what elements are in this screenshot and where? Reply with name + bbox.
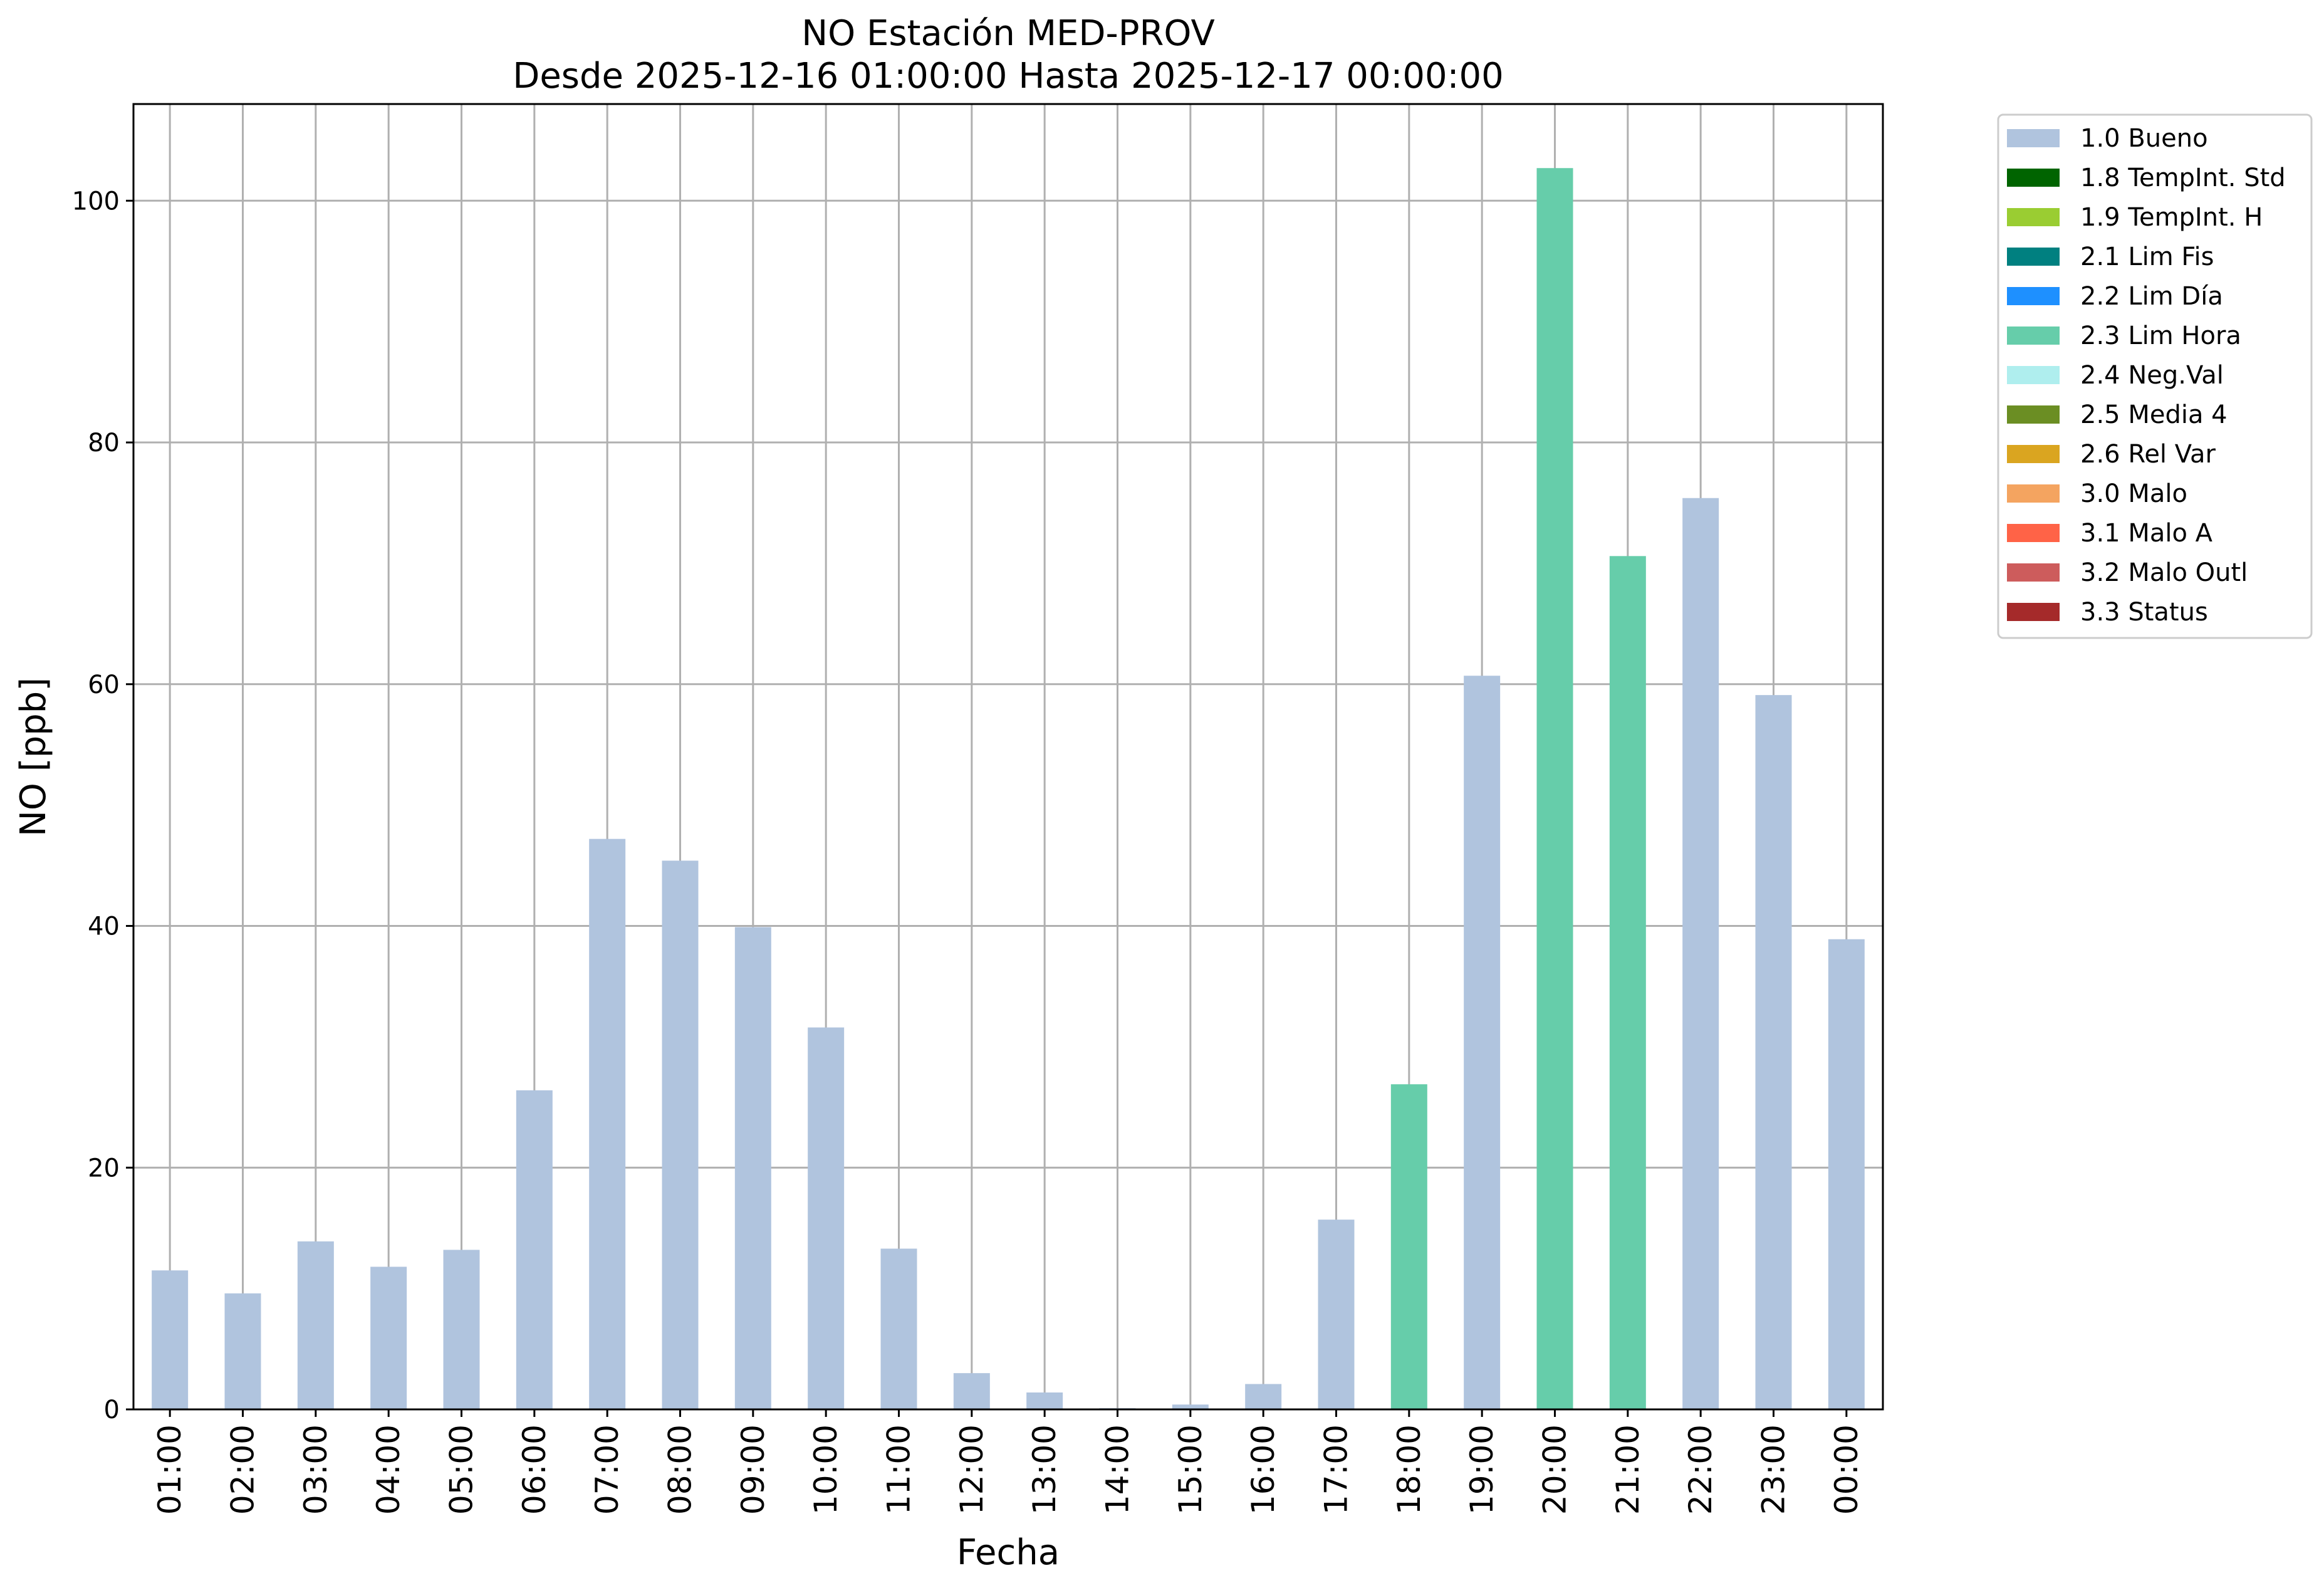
bar: [1828, 939, 1865, 1409]
x-tick-label: 20:00: [1537, 1424, 1573, 1515]
legend-swatch: [2007, 208, 2060, 226]
legend-swatch: [2007, 287, 2060, 305]
legend-label: 2.5 Media 4: [2080, 400, 2228, 429]
legend-label: 1.9 TempInt. H: [2080, 203, 2263, 232]
chart-title: NO Estación MED-PROV: [801, 13, 1215, 54]
x-tick-label: 12:00: [954, 1424, 990, 1515]
bar: [1026, 1392, 1063, 1409]
bar: [1682, 498, 1719, 1410]
legend-frame: [1997, 113, 2313, 639]
bar: [589, 838, 626, 1409]
x-tick-label: 03:00: [298, 1424, 334, 1515]
x-tick-label: 08:00: [662, 1424, 699, 1515]
bar: [1755, 695, 1792, 1409]
x-tick-label: 23:00: [1756, 1424, 1792, 1515]
bar: [662, 860, 699, 1409]
x-tick-label: 11:00: [881, 1424, 917, 1515]
y-tick-label: 100: [72, 187, 120, 216]
legend-swatch: [2007, 484, 2060, 503]
legend-swatch: [2007, 405, 2060, 424]
legend-label: 3.0 Malo: [2080, 479, 2187, 508]
x-tick-label: 00:00: [1828, 1424, 1865, 1515]
bar: [1536, 168, 1573, 1409]
x-tick-label: 05:00: [444, 1424, 480, 1515]
bar: [1318, 1220, 1355, 1409]
x-tick-label: 06:00: [516, 1424, 553, 1515]
legend-label: 2.2 Lim Día: [2080, 282, 2223, 311]
bar: [1172, 1404, 1209, 1409]
legend-swatch: [2007, 129, 2060, 147]
bar: [1464, 676, 1501, 1409]
legend-label: 3.1 Malo A: [2080, 519, 2213, 548]
bar: [370, 1267, 407, 1409]
y-tick-label: 20: [88, 1154, 120, 1183]
legend-swatch: [2007, 603, 2060, 621]
legend-label: 1.0 Bueno: [2080, 124, 2208, 153]
x-tick-label: 13:00: [1026, 1424, 1063, 1515]
y-axis-label: NO [ppb]: [13, 677, 54, 837]
bar: [297, 1241, 334, 1409]
legend-swatch: [2007, 248, 2060, 266]
legend-swatch: [2007, 366, 2060, 384]
y-tick-label: 40: [88, 912, 120, 941]
legend-swatch: [2007, 445, 2060, 463]
x-tick-label: 22:00: [1682, 1424, 1719, 1515]
x-axis-label: Fecha: [957, 1532, 1060, 1573]
legend-swatch: [2007, 326, 2060, 345]
legend-swatch: [2007, 169, 2060, 187]
x-tick-label: 07:00: [589, 1424, 625, 1515]
bar: [516, 1090, 553, 1409]
chart-subtitle: Desde 2025-12-16 01:00:00 Hasta 2025-12-…: [513, 56, 1504, 97]
x-tick-label: 18:00: [1391, 1424, 1427, 1515]
y-tick-label: 80: [88, 429, 120, 457]
bar: [734, 927, 771, 1409]
legend-label: 2.4 Neg.Val: [2080, 361, 2224, 390]
legend-swatch: [2007, 524, 2060, 542]
bar: [1390, 1084, 1427, 1409]
x-axis-ticks: 01:00 02:00 03:00 04:00 05:00 06:00 07:00 08:00…: [152, 1409, 1865, 1515]
legend-label: 2.3 Lim Hora: [2080, 321, 2241, 350]
bar: [1245, 1384, 1282, 1409]
bar: [443, 1250, 480, 1409]
x-tick-label: 19:00: [1464, 1424, 1500, 1515]
x-tick-label: 04:00: [370, 1424, 407, 1515]
bar: [808, 1027, 845, 1409]
bar: [224, 1293, 261, 1409]
y-tick-label: 0: [104, 1396, 120, 1424]
x-tick-label: 16:00: [1245, 1424, 1281, 1515]
y-axis-ticks: 0 20 40 60 80 100: [72, 187, 133, 1424]
x-tick-label: 15:00: [1172, 1424, 1209, 1515]
legend-label: 3.3 Status: [2080, 598, 2208, 627]
legend-label: 2.6 Rel Var: [2080, 440, 2216, 469]
x-tick-label: 02:00: [225, 1424, 261, 1515]
bar: [953, 1373, 990, 1409]
x-tick-label: 21:00: [1610, 1424, 1646, 1515]
y-tick-label: 60: [88, 671, 120, 699]
x-tick-label: 09:00: [735, 1424, 771, 1515]
bar: [880, 1248, 917, 1409]
x-tick-label: 14:00: [1100, 1424, 1136, 1515]
bars: [152, 168, 1865, 1410]
legend-label: 1.8 TempInt. Std: [2080, 164, 2286, 192]
legend-label: 2.1 Lim Fis: [2080, 243, 2214, 271]
x-tick-label: 10:00: [808, 1424, 844, 1515]
x-tick-label: 01:00: [152, 1424, 188, 1515]
legend-label: 3.2 Malo Outl: [2080, 558, 2248, 587]
plot-frame: [132, 103, 1884, 1411]
bar: [1609, 556, 1646, 1409]
x-tick-label: 17:00: [1318, 1424, 1355, 1515]
legend-swatch: [2007, 563, 2060, 582]
legend: 1.0 Bueno 1.8 TempInt. Std 1.9 TempInt. H 2…: [1997, 113, 2313, 639]
bar: [152, 1270, 189, 1409]
